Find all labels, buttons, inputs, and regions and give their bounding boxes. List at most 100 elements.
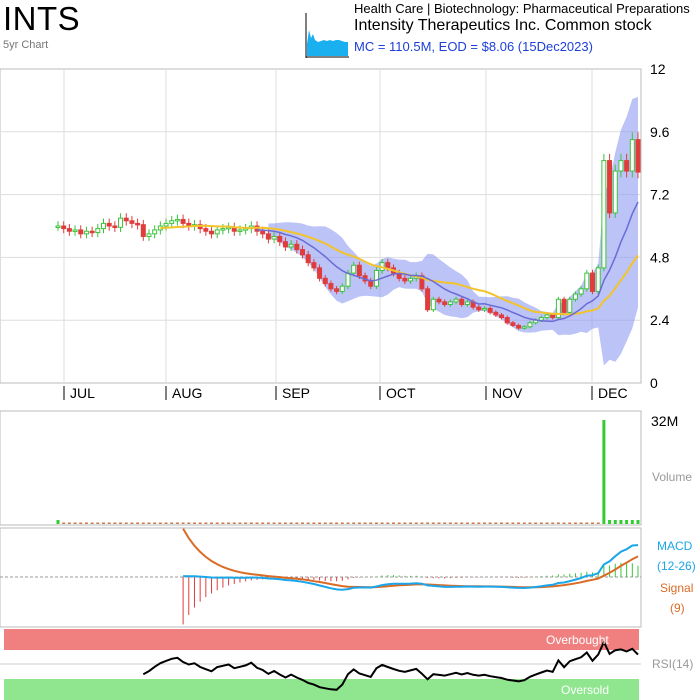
- candle-body: [436, 298, 442, 303]
- volume-bar: [403, 522, 407, 524]
- volume-bar: [340, 522, 344, 524]
- volume-bar: [238, 522, 242, 524]
- volume-bar: [136, 522, 140, 524]
- volume-bar: [249, 522, 253, 524]
- candle-body: [237, 229, 243, 232]
- company-name: Intensity Therapeutics Inc. Common stock: [354, 17, 652, 34]
- sma-short-line: [256, 201, 639, 323]
- candle-body: [408, 277, 414, 282]
- volume-bar: [380, 522, 384, 524]
- candle-body: [481, 307, 487, 311]
- candle-body: [203, 228, 209, 232]
- candle-body: [612, 170, 618, 214]
- candle-body: [174, 218, 180, 222]
- volume-bar: [192, 522, 196, 524]
- candle-body: [277, 235, 283, 243]
- candle-body: [135, 222, 141, 226]
- candle-body: [339, 285, 345, 292]
- sector-line: Health Care | Biotechnology: Pharmaceuti…: [354, 1, 690, 16]
- candle-body: [430, 298, 436, 311]
- candle-body: [72, 229, 78, 232]
- volume-bar: [443, 522, 447, 524]
- volume-bar: [391, 522, 395, 524]
- candle-body: [425, 288, 431, 311]
- volume-bar: [153, 522, 157, 524]
- candle-body: [351, 264, 357, 274]
- volume-bar: [636, 520, 640, 524]
- candle-body: [590, 272, 596, 292]
- volume-bar: [625, 520, 629, 524]
- candle-body: [118, 217, 124, 228]
- candle-body: [555, 298, 561, 319]
- volume-bar: [329, 522, 333, 524]
- volume-bar: [90, 522, 94, 524]
- volume-bar: [556, 522, 560, 524]
- candle-body: [55, 225, 61, 228]
- candle-body: [214, 229, 220, 235]
- candle-body: [334, 288, 340, 292]
- candle-body: [567, 298, 573, 313]
- volume-bar: [528, 522, 532, 524]
- volume-bar: [630, 520, 634, 524]
- period-label: 5yr Chart: [3, 39, 49, 51]
- price-tick-label: 4.8: [650, 249, 670, 265]
- candle-body: [368, 280, 374, 287]
- volume-bar: [295, 522, 299, 524]
- price-axis: 0 2.4 4.8 7.2 9.6 12: [650, 61, 670, 391]
- volume-bar: [283, 522, 287, 524]
- candle-body: [152, 229, 158, 235]
- volume-bar: [397, 522, 401, 524]
- signal-label: Signal: [660, 581, 693, 595]
- volume-bar: [210, 522, 214, 524]
- candle-body: [487, 307, 493, 313]
- volume-bar: [409, 522, 413, 524]
- candle-body: [629, 139, 635, 172]
- candle-body: [311, 262, 317, 269]
- volume-bar: [517, 522, 521, 524]
- volume-bar: [437, 522, 441, 524]
- volume-bar: [539, 522, 543, 524]
- volume-bar: [289, 522, 293, 524]
- volume-bar: [420, 522, 424, 524]
- volume-bar: [170, 522, 174, 524]
- rsi-panel: [0, 629, 641, 700]
- candle-body: [95, 228, 101, 234]
- candle-body: [578, 288, 584, 295]
- volume-bar: [101, 522, 105, 524]
- volume-bar: [494, 522, 498, 524]
- candle-body: [100, 222, 106, 230]
- candle-body: [180, 218, 186, 224]
- volume-bar: [113, 522, 117, 524]
- volume-bar: [500, 522, 504, 524]
- volume-bar: [130, 522, 134, 524]
- volume-bar: [482, 522, 486, 524]
- candle-body: [510, 322, 516, 326]
- candle-body: [288, 243, 294, 248]
- volume-bar: [471, 522, 475, 524]
- volume-bar: [56, 520, 60, 524]
- volume-bar: [244, 522, 248, 524]
- volume-bar: [579, 522, 583, 524]
- month-label: NOV: [492, 385, 523, 401]
- candle-body: [601, 160, 607, 269]
- volume-bar: [301, 522, 305, 524]
- volume-bar: [448, 522, 452, 524]
- candle-body: [402, 277, 408, 282]
- price-tick-label: 0: [650, 375, 658, 391]
- candle-body: [561, 298, 567, 313]
- volume-bar: [67, 522, 71, 524]
- month-axis: JUL AUG SEP OCT NOV DEC: [63, 385, 628, 401]
- candle-body: [356, 264, 362, 277]
- candle-body: [271, 235, 277, 240]
- volume-bar: [426, 522, 430, 524]
- volume-bar: [386, 522, 390, 524]
- candle-body: [618, 160, 624, 172]
- candle-body: [476, 306, 482, 311]
- candle-body: [459, 298, 465, 305]
- candle-body: [595, 267, 601, 292]
- candle-body: [527, 322, 533, 328]
- volume-bar: [465, 522, 469, 524]
- macd-label: MACD: [657, 539, 693, 553]
- overbought-band: [4, 629, 639, 650]
